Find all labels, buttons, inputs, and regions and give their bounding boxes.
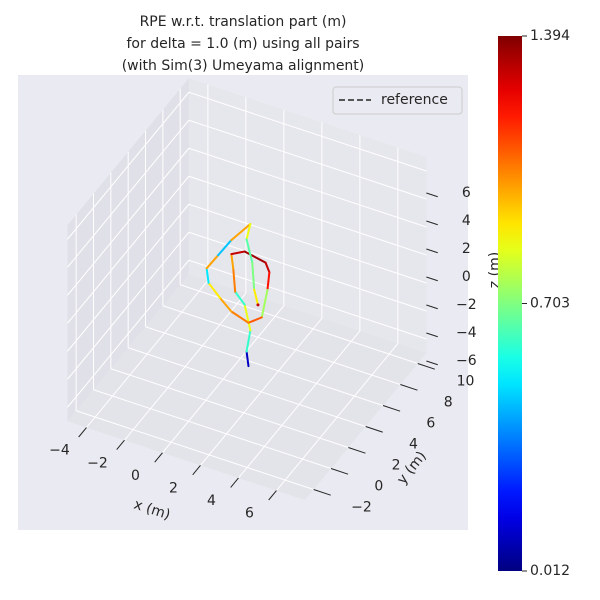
grid-line [67, 259, 190, 408]
y-tick-label: 8 [444, 394, 453, 410]
trajectory-segment [245, 238, 254, 264]
trajectory-segment [230, 310, 250, 324]
grid-line [188, 259, 427, 340]
colorbar-tick-label: 1.394 [530, 28, 570, 44]
trajectory-segment [251, 261, 256, 291]
grid-line [76, 410, 314, 490]
y-tick-label: 0 [374, 478, 383, 494]
grid [67, 84, 427, 491]
trajectory-segment [247, 316, 263, 324]
trajectory-segment [217, 239, 233, 257]
trajectory-segment [245, 350, 250, 368]
z-tick-label: 0 [462, 269, 471, 285]
y-tick-label: −2 [351, 499, 372, 515]
trajectory-segment [230, 250, 246, 256]
grid-line [188, 91, 427, 172]
y-tick-label: 6 [426, 415, 435, 431]
y-tick-label: 10 [457, 373, 475, 389]
grid-line [162, 305, 401, 385]
grid-line [188, 231, 427, 312]
legend: reference [332, 86, 463, 115]
z-tick-label: −6 [456, 353, 477, 369]
colorbar-tick-label: 0.012 [530, 563, 570, 579]
trajectory-segment [245, 329, 252, 353]
tick-mark [400, 384, 418, 391]
z-tick-label: 2 [462, 241, 471, 257]
trajectory-segment [207, 281, 221, 299]
tick-mark [426, 192, 438, 198]
legend-label: reference [381, 92, 448, 108]
tick-mark [426, 304, 438, 310]
tick-mark [365, 426, 383, 433]
x-tick-label: −4 [49, 443, 70, 459]
trajectory-segment [205, 267, 210, 284]
trajectory-end [256, 303, 260, 307]
trajectory-segment [253, 288, 259, 306]
grid-line [67, 91, 190, 240]
trajectory-segment [234, 290, 246, 306]
trajectory [205, 222, 271, 368]
tick-mark [417, 363, 435, 370]
tick-mark [382, 405, 401, 412]
y-tick-label: 2 [392, 457, 401, 473]
grid-line [67, 147, 190, 296]
x-tick-label: 4 [207, 493, 216, 509]
trajectory-segment [230, 222, 252, 242]
legend-box [332, 86, 463, 115]
tick-mark [78, 427, 87, 438]
grid-line [188, 147, 427, 228]
z-tick-label: −2 [456, 297, 477, 313]
z-tick-label: −4 [456, 325, 477, 341]
trajectory-segment [264, 261, 271, 274]
grid-line [145, 326, 384, 406]
colorbar [498, 36, 522, 571]
trajectory-segment [218, 296, 233, 313]
trajectory-segment [230, 253, 235, 270]
tick-mark [192, 465, 201, 476]
trajectory-segment [245, 222, 252, 241]
grid-line [110, 368, 349, 448]
trajectory-segment [260, 288, 269, 319]
grid-line [67, 175, 190, 324]
tick-mark [330, 468, 349, 475]
chart-title: (with Sim(3) Umeyama alignment) [122, 58, 365, 74]
grid-line [128, 347, 366, 427]
tick-mark [154, 452, 163, 463]
trajectory-segment [205, 254, 220, 270]
y-tick-label: 4 [409, 436, 418, 452]
tick-mark [116, 439, 125, 450]
tick-mark [313, 489, 331, 496]
x-tick-label: 0 [131, 468, 140, 484]
tick-mark [268, 490, 277, 501]
trajectory-segment [243, 250, 267, 264]
tick-mark [426, 248, 438, 254]
x-tick-label: 2 [169, 480, 178, 496]
trajectory-segment [232, 267, 237, 293]
x-tick-label: 6 [245, 506, 254, 522]
tick-mark [426, 276, 438, 282]
z-tick-label: 6 [462, 185, 471, 201]
tick-mark [426, 220, 438, 226]
colorbar-tick-label: 0.703 [530, 296, 570, 312]
grid-line [188, 175, 427, 256]
chart-title: RPE w.r.t. translation part (m) [140, 14, 347, 30]
tick-mark [230, 477, 239, 488]
tick-mark [426, 360, 438, 366]
grid-line [188, 203, 427, 284]
chart-title: for delta = 1.0 (m) using all pairs [127, 36, 360, 52]
trajectory-segment [243, 303, 252, 332]
grid-line [67, 203, 190, 352]
trajectory-segment [266, 271, 271, 291]
z-tick-label: 4 [462, 213, 471, 229]
grid-line [188, 119, 427, 200]
x-tick-label: −2 [87, 455, 108, 471]
tick-mark [348, 447, 366, 454]
grid-line [67, 119, 190, 268]
grid-line [67, 231, 190, 380]
grid-line [93, 389, 332, 469]
colorbar-ticks: 0.012 0.703 1.394 [522, 28, 570, 579]
tick-mark [426, 332, 438, 338]
